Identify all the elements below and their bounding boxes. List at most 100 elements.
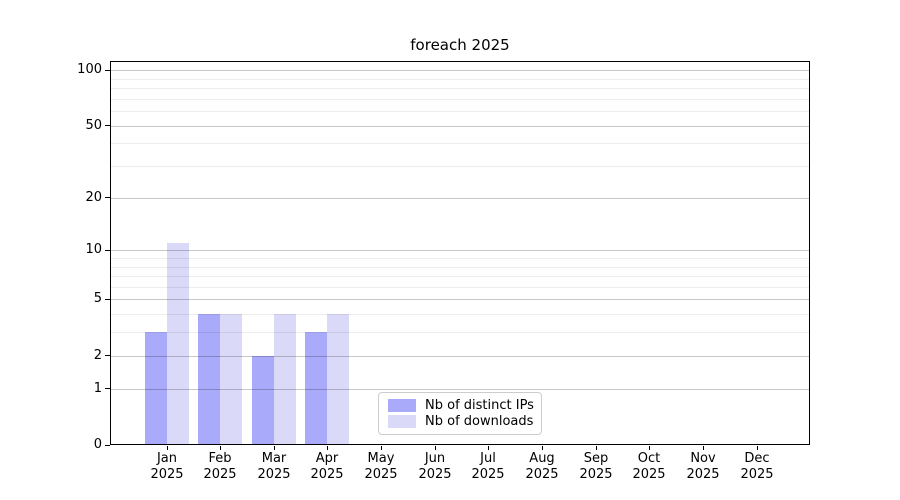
- x-tick-label-feb: Feb 2025: [192, 451, 248, 483]
- y-tick-label-2: 2: [93, 348, 102, 363]
- major-gridline-1: [111, 388, 809, 390]
- month-label: Feb: [208, 451, 232, 466]
- x-tick-may: [381, 446, 382, 450]
- y-tick-50: [105, 125, 110, 126]
- x-tick-label-mar: Mar 2025: [246, 451, 302, 483]
- bar-nb-of-distinct-ips-jan: [144, 332, 167, 444]
- major-gridline-10: [111, 250, 809, 252]
- year-label: 2025: [310, 467, 344, 482]
- year-label: 2025: [686, 467, 720, 482]
- x-tick-dec: [757, 446, 758, 450]
- x-tick-label-nov: Nov 2025: [675, 451, 731, 483]
- x-tick-label-sep: Sep 2025: [568, 451, 624, 483]
- x-tick-label-aug: Aug 2025: [514, 451, 570, 483]
- month-label: Dec: [744, 451, 770, 466]
- y-tick-label-0: 0: [93, 437, 102, 452]
- minor-gridline-9: [111, 257, 809, 259]
- x-tick-mar: [274, 446, 275, 450]
- major-gridline-2: [111, 355, 809, 357]
- minor-gridline-40: [111, 143, 809, 145]
- y-tick-10: [105, 250, 110, 251]
- x-tick-label-jan: Jan 2025: [139, 451, 195, 483]
- month-label: Aug: [529, 451, 555, 466]
- minor-gridline-60: [111, 111, 809, 112]
- legend-swatch-nb-of-distinct-ips: [388, 398, 416, 412]
- y-tick-100: [105, 70, 110, 71]
- year-label: 2025: [632, 467, 666, 482]
- bar-nb-of-downloads-apr: [327, 314, 350, 444]
- major-gridline-5: [111, 299, 809, 301]
- y-tick-label-1: 1: [93, 381, 102, 396]
- minor-gridline-3: [111, 332, 809, 334]
- legend-swatch-nb-of-downloads: [388, 415, 416, 429]
- x-tick-feb: [220, 446, 221, 450]
- year-label: 2025: [525, 467, 559, 482]
- x-tick-jul: [488, 446, 489, 450]
- legend-item-nb-of-downloads: Nb of downloads: [388, 414, 534, 430]
- legend-label: Nb of distinct IPs: [425, 397, 534, 413]
- x-tick-jun: [435, 446, 436, 450]
- y-tick-label-50: 50: [85, 118, 102, 133]
- y-tick-label-10: 10: [85, 242, 102, 257]
- month-label: Jul: [480, 451, 496, 466]
- month-label: Oct: [637, 451, 661, 466]
- minor-gridline-6: [111, 286, 809, 288]
- x-tick-label-jun: Jun 2025: [407, 451, 463, 483]
- bar-nb-of-downloads-feb: [220, 314, 243, 444]
- x-tick-label-oct: Oct 2025: [621, 451, 677, 483]
- chart-title: foreach 2025: [410, 36, 510, 54]
- year-label: 2025: [471, 467, 505, 482]
- x-tick-label-may: May 2025: [353, 451, 409, 483]
- x-tick-nov: [703, 446, 704, 450]
- y-tick-20: [105, 197, 110, 198]
- y-tick-0: [105, 445, 110, 446]
- legend-label: Nb of downloads: [425, 414, 534, 430]
- y-tick-label-20: 20: [85, 190, 102, 205]
- y-tick-label-100: 100: [77, 62, 102, 77]
- major-gridline-100: [111, 70, 809, 71]
- month-label: May: [367, 451, 395, 466]
- minor-gridline-80: [111, 87, 809, 89]
- minor-gridline-8: [111, 266, 809, 268]
- month-label: Apr: [315, 451, 339, 466]
- bar-nb-of-downloads-jan: [166, 243, 189, 444]
- minor-gridline-30: [111, 166, 809, 167]
- month-label: Jan: [156, 451, 178, 466]
- bar-nb-of-distinct-ips-feb: [198, 314, 221, 444]
- x-tick-apr: [327, 446, 328, 450]
- minor-gridline-7: [111, 276, 809, 277]
- y-tick-2: [105, 355, 110, 356]
- x-tick-jan: [167, 446, 168, 450]
- major-gridline-50: [111, 125, 809, 127]
- major-gridline-20: [111, 197, 809, 199]
- month-label: Nov: [690, 451, 716, 466]
- y-tick-label-5: 5: [93, 291, 102, 306]
- plot-area: [110, 61, 810, 445]
- legend-item-nb-of-distinct-ips: Nb of distinct IPs: [388, 397, 534, 413]
- y-tick-1: [105, 388, 110, 389]
- year-label: 2025: [579, 467, 613, 482]
- bar-nb-of-downloads-mar: [273, 314, 296, 444]
- y-tick-5: [105, 299, 110, 300]
- x-tick-oct: [649, 446, 650, 450]
- x-tick-sep: [596, 446, 597, 450]
- month-label: Jun: [424, 451, 446, 466]
- month-label: Mar: [261, 451, 287, 466]
- x-tick-aug: [542, 446, 543, 450]
- year-label: 2025: [418, 467, 452, 482]
- x-tick-label-dec: Dec 2025: [729, 451, 785, 483]
- minor-gridline-4: [111, 314, 809, 316]
- year-label: 2025: [740, 467, 774, 482]
- year-label: 2025: [257, 467, 291, 482]
- year-label: 2025: [364, 467, 398, 482]
- minor-gridline-70: [111, 98, 809, 100]
- month-label: Sep: [583, 451, 609, 466]
- legend: Nb of distinct IPs Nb of downloads: [378, 392, 542, 435]
- x-tick-label-jul: Jul 2025: [460, 451, 516, 483]
- minor-gridline-90: [111, 78, 809, 80]
- bar-nb-of-distinct-ips-apr: [305, 332, 328, 444]
- x-tick-label-apr: Apr 2025: [299, 451, 355, 483]
- year-label: 2025: [203, 467, 237, 482]
- year-label: 2025: [150, 467, 184, 482]
